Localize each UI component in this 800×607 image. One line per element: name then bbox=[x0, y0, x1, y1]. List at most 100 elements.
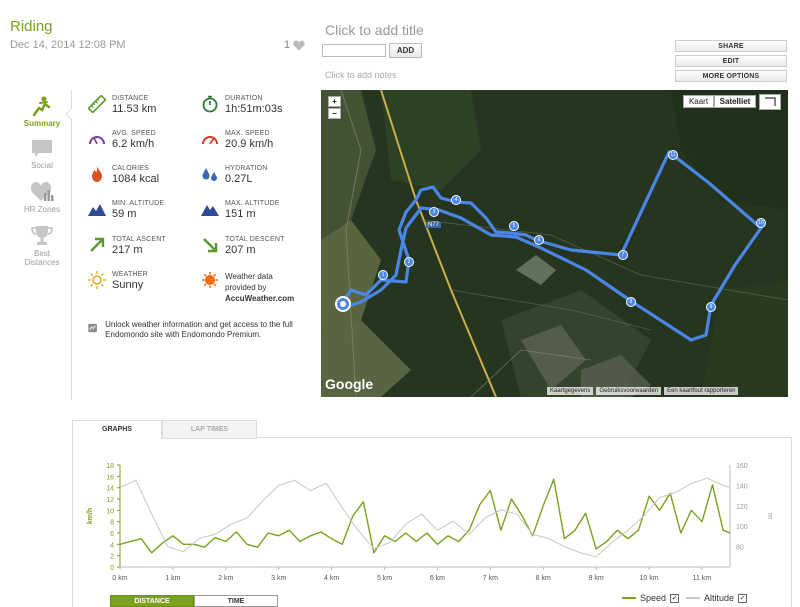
stat-distance: DISTANCE 11.53 km bbox=[88, 95, 156, 115]
map-footer: Kaartgegevens Gebruiksvoorwaarden Een ka… bbox=[547, 387, 739, 395]
speed-altitude-chart[interactable]: 0 2 4 6 8 10 12 14 16 18 80 100 120 140 160 0 km 1 km 2 k… bbox=[80, 455, 780, 590]
km-marker-11[interactable]: 11 bbox=[668, 150, 678, 160]
stat-label: MAX. SPEED bbox=[225, 130, 270, 137]
sidenav-item-best-distances[interactable]: Best Distances bbox=[18, 225, 66, 267]
sidenav-divider bbox=[71, 90, 72, 400]
add-title-button[interactable]: ADD bbox=[389, 43, 422, 58]
stat-weather: WEATHER Sunny bbox=[88, 271, 148, 291]
toggle-time-button[interactable]: TIME bbox=[194, 595, 278, 607]
stat-value: 0.27L bbox=[225, 173, 253, 185]
sidenav-label-summary: Summary bbox=[23, 119, 61, 128]
toggle-distance-button[interactable]: DISTANCE bbox=[110, 595, 194, 607]
stat-avg-speed: AVG. SPEED 6.2 km/h bbox=[88, 130, 156, 150]
stat-label: MIN. ALTITUDE bbox=[112, 200, 165, 207]
km-marker-6[interactable]: 6 bbox=[534, 235, 544, 245]
ruler-icon bbox=[88, 95, 106, 113]
speedometer-max-icon bbox=[202, 136, 218, 145]
heart-icon bbox=[293, 40, 305, 50]
map-data-link[interactable]: Kaartgegevens bbox=[547, 387, 594, 395]
km-marker-8[interactable]: 8 bbox=[626, 297, 636, 307]
sidenav-active-pointer bbox=[65, 108, 77, 120]
add-title-link[interactable]: Click to add title bbox=[325, 22, 424, 38]
km-marker-7[interactable]: 7 bbox=[618, 250, 628, 260]
sidenav-item-summary[interactable]: Summary bbox=[18, 95, 66, 128]
zoom-in-button[interactable]: + bbox=[328, 96, 341, 107]
legend-speed[interactable]: Speed ✓ bbox=[622, 593, 680, 603]
km-marker-1[interactable]: 1 bbox=[378, 270, 388, 280]
stat-label: DURATION bbox=[225, 95, 263, 102]
zoom-out-button[interactable]: − bbox=[328, 108, 341, 119]
km-marker-5[interactable]: 5 bbox=[509, 221, 519, 231]
legend-speed-swatch bbox=[622, 597, 636, 599]
tab-lap-times[interactable]: LAP TIMES bbox=[162, 420, 257, 439]
legend-altitude[interactable]: Altitude ✓ bbox=[686, 593, 748, 603]
km-marker-9[interactable]: 9 bbox=[706, 302, 716, 312]
graph-panel bbox=[72, 438, 792, 607]
sidenav-label-best-distances: Best Distances bbox=[24, 249, 60, 267]
x-tick-label: 10 km bbox=[640, 575, 659, 582]
y2-tick-label: 160 bbox=[736, 463, 748, 470]
km-marker-2[interactable]: 2 bbox=[404, 257, 414, 267]
accuweather-link[interactable]: AccuWeather.com bbox=[225, 294, 295, 303]
y2-tick-label: 140 bbox=[736, 483, 748, 490]
stat-calories: CALORIES 1084 kcal bbox=[88, 165, 159, 185]
x-tick-label: 6 km bbox=[430, 575, 445, 582]
premium-upsell-text: Unlock weather information and get acces… bbox=[105, 320, 293, 339]
map-type-satellite-button[interactable]: Satelliet bbox=[714, 95, 756, 108]
y2-tick-label: 120 bbox=[736, 504, 748, 511]
flame-icon bbox=[92, 166, 102, 182]
route-path bbox=[339, 150, 763, 342]
map-type-map-button[interactable]: Kaart bbox=[683, 95, 714, 108]
legend-altitude-label: Altitude bbox=[704, 593, 735, 603]
premium-upsell[interactable]: Unlock weather information and get acces… bbox=[88, 320, 303, 340]
series-line-speed bbox=[119, 478, 731, 554]
share-button[interactable]: SHARE bbox=[675, 40, 787, 52]
stat-total-ascent: TOTAL ASCENT 217 m bbox=[88, 236, 166, 256]
y-tick-label: 16 bbox=[106, 474, 114, 481]
weather-data-line1: Weather data bbox=[225, 272, 273, 281]
title-input[interactable] bbox=[322, 44, 386, 57]
map-terms-link[interactable]: Gebruiksvoorwaarden bbox=[596, 387, 662, 395]
stat-label: MAX. ALTITUDE bbox=[225, 200, 280, 207]
legend-altitude-checkbox[interactable]: ✓ bbox=[738, 593, 748, 603]
km-marker-3[interactable]: 3 bbox=[429, 207, 439, 217]
trophy-icon bbox=[31, 226, 53, 245]
arrow-down-right-icon bbox=[203, 238, 218, 253]
fullscreen-button[interactable] bbox=[759, 94, 781, 110]
mountain-peak-icon bbox=[201, 205, 219, 216]
weather-provider[interactable]: Weather data provided by AccuWeather.com bbox=[201, 271, 294, 304]
km-marker-4[interactable]: 4 bbox=[451, 195, 461, 205]
add-notes-link[interactable]: Click to add notes bbox=[325, 70, 397, 80]
sidenav-item-social[interactable]: Social bbox=[18, 139, 66, 170]
y-tick-label: 12 bbox=[106, 497, 114, 504]
y-tick-label: 10 bbox=[106, 508, 114, 515]
stat-value: Sunny bbox=[112, 279, 144, 291]
more-options-button[interactable]: MORE OPTIONS bbox=[675, 70, 787, 82]
legend-speed-checkbox[interactable]: ✓ bbox=[670, 593, 680, 603]
stat-value: 207 m bbox=[225, 244, 256, 256]
stat-label: HYDRATION bbox=[225, 165, 268, 172]
sidenav-item-hr-zones[interactable]: HR Zones bbox=[18, 181, 66, 214]
activity-title: Riding bbox=[10, 18, 53, 35]
edit-button[interactable]: EDIT bbox=[675, 55, 787, 67]
x-tick-label: 9 km bbox=[589, 575, 604, 582]
stat-value: 6.2 km/h bbox=[112, 138, 155, 150]
map-report-link[interactable]: Een kaartfout rapporteren bbox=[664, 387, 739, 395]
stat-label: TOTAL DESCENT bbox=[225, 236, 285, 243]
y-tick-label: 6 bbox=[110, 531, 114, 538]
stat-label: WEATHER bbox=[112, 271, 148, 278]
route-map[interactable]: + − Kaart Satelliet N77 Google Kaartgege… bbox=[321, 90, 788, 397]
km-marker-10[interactable]: 10 bbox=[756, 218, 766, 228]
heart-chart-icon bbox=[30, 182, 54, 201]
x-tick-label: 2 km bbox=[218, 575, 233, 582]
stat-value: 217 m bbox=[112, 244, 143, 256]
accuweather-logo-icon bbox=[202, 272, 218, 288]
expand-icon bbox=[765, 97, 776, 106]
y-tick-label: 14 bbox=[106, 486, 114, 493]
stopwatch-icon bbox=[202, 95, 218, 113]
likes-counter[interactable]: 1 bbox=[284, 39, 305, 51]
stat-label: AVG. SPEED bbox=[112, 130, 156, 137]
road-label: N77 bbox=[426, 222, 442, 228]
tab-graphs[interactable]: GRAPHS bbox=[72, 420, 162, 439]
stat-value: 11.53 km bbox=[112, 103, 157, 115]
